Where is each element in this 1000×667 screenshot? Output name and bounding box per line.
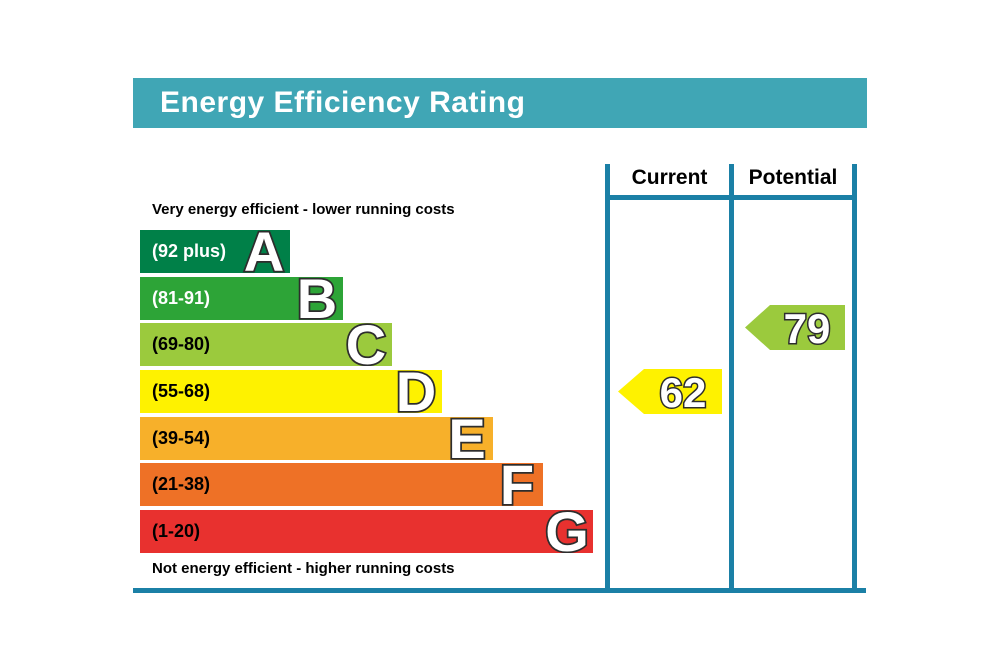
band-letter-outline: D bbox=[396, 370, 436, 413]
band-range-label: (81-91) bbox=[152, 288, 211, 308]
band-row-e: (39-54) E E bbox=[140, 417, 493, 460]
band-row-c: (69-80) C C bbox=[140, 323, 392, 366]
band-letter-c: C C bbox=[344, 323, 388, 366]
band-letter-fill: G bbox=[545, 510, 589, 553]
band-letter-outline: E bbox=[448, 417, 485, 460]
potential-value-outline: 79 bbox=[784, 305, 831, 350]
band-row-a: (92 plus) A A bbox=[140, 230, 290, 273]
band-row-d: (55-68) D D bbox=[140, 370, 442, 413]
column-divider-right bbox=[852, 164, 857, 593]
chart-bottom-rule bbox=[133, 588, 866, 593]
bottom-efficiency-note: Not energy efficient - higher running co… bbox=[152, 560, 455, 577]
band-letter-fill: F bbox=[500, 463, 534, 506]
top-efficiency-note: Very energy efficient - lower running co… bbox=[152, 201, 455, 218]
potential-value: 79 bbox=[784, 305, 831, 350]
band-letter-g: G G bbox=[543, 510, 590, 553]
band-letter-outline: F bbox=[500, 463, 534, 506]
potential-column-header: Potential bbox=[748, 166, 838, 189]
current-rating-arrow: 62 62 bbox=[618, 369, 722, 414]
band-range-label: (39-54) bbox=[152, 428, 211, 448]
band-letter-b: B B bbox=[295, 277, 339, 320]
band-range-label: (69-80) bbox=[152, 334, 211, 354]
band-row-f: (21-38) F F bbox=[140, 463, 543, 506]
band-letter-d: D D bbox=[394, 370, 438, 413]
band-range-label: (21-38) bbox=[152, 474, 211, 494]
band-letter-fill: B bbox=[297, 277, 337, 320]
current-column-header: Current bbox=[631, 166, 708, 189]
band-letter-fill: E bbox=[448, 417, 485, 460]
band-letter-f: F F bbox=[498, 463, 536, 506]
column-divider-middle bbox=[729, 164, 734, 593]
band-letter-fill: D bbox=[396, 370, 436, 413]
band-letter-outline: G bbox=[545, 510, 589, 553]
band-letter-outline: B bbox=[297, 277, 337, 320]
potential-arrow-shape bbox=[745, 305, 845, 350]
band-row-b: (81-91) B B bbox=[140, 277, 343, 320]
band-letter-outline: A bbox=[244, 230, 284, 273]
band-range-label: (92 plus) bbox=[152, 241, 227, 261]
chart-title-bar: Energy Efficiency Rating bbox=[133, 78, 867, 128]
band-letter-outline: C bbox=[346, 323, 386, 366]
band-letter-fill: A bbox=[244, 230, 284, 273]
band-row-g: (1-20) G G bbox=[140, 510, 593, 553]
band-letter-a: A A bbox=[242, 230, 286, 273]
current-value-outline: 62 bbox=[660, 369, 707, 414]
potential-rating-arrow: 79 79 bbox=[745, 305, 845, 350]
column-header-rule bbox=[605, 195, 857, 200]
current-arrow-shape bbox=[618, 369, 722, 414]
current-value: 62 bbox=[660, 369, 707, 414]
band-letter-e: E E bbox=[447, 417, 488, 460]
band-range-label: (1-20) bbox=[152, 521, 201, 541]
band-letter-fill: C bbox=[346, 323, 386, 366]
page-title: Energy Efficiency Rating bbox=[160, 86, 526, 119]
column-divider-left bbox=[605, 164, 610, 593]
band-range-label: (55-68) bbox=[152, 381, 211, 401]
